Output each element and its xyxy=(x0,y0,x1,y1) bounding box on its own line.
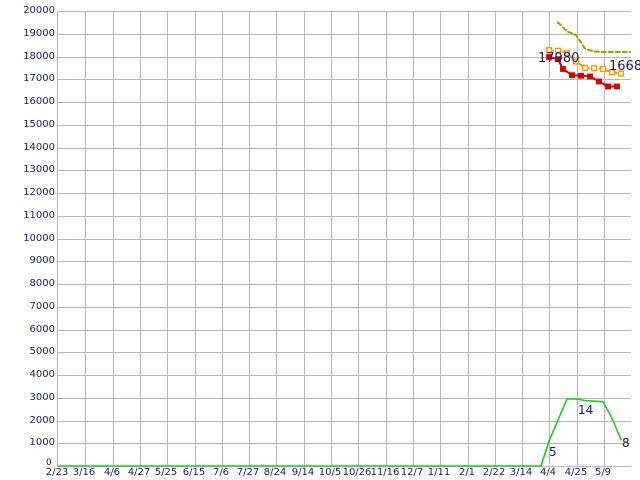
series-volume-green xyxy=(57,398,622,467)
gridline-x xyxy=(440,11,441,466)
gridline-y xyxy=(58,307,631,308)
data-label-volume-green: 14 xyxy=(578,403,594,417)
gridline-y xyxy=(58,239,631,240)
gridline-x xyxy=(358,11,359,466)
gridline-y xyxy=(58,375,631,376)
gridline-y xyxy=(58,193,631,194)
series-price-red xyxy=(546,54,620,90)
y-axis-zero-label: 0 xyxy=(46,458,52,468)
x-axis-tick-label: 7/6 xyxy=(212,467,230,478)
gridline-y xyxy=(58,148,631,149)
y-axis-tick-label: 1000 xyxy=(29,437,55,449)
gridline-y xyxy=(58,330,631,331)
gridline-y xyxy=(58,284,631,285)
x-axis-tick-label: 5/9 xyxy=(594,467,612,478)
data-label-volume-green: 5 xyxy=(549,445,557,459)
gridline-x xyxy=(495,11,496,466)
x-axis-labels: 2/23 3/16 4/6 4/27 5/25 6/15 7/6 7/27 8/24 9/14 10… xyxy=(0,468,640,480)
x-axis-tick-label: 1/11 xyxy=(427,467,451,478)
series-layer xyxy=(57,21,631,467)
gridline-y xyxy=(58,170,631,171)
x-axis-tick-label: 6/15 xyxy=(182,467,206,478)
gridline-x xyxy=(386,11,387,466)
data-label-price-red: 17980 xyxy=(538,51,580,66)
y-axis-tick-label: 19000 xyxy=(23,27,55,39)
y-axis-tick-label: 7000 xyxy=(29,300,55,312)
y-axis-tick-label: 17000 xyxy=(23,73,55,85)
gridline-x xyxy=(85,11,86,466)
x-axis-tick-label: 7/27 xyxy=(236,467,260,478)
y-axis-tick-label: 13000 xyxy=(23,164,55,176)
gridline-y xyxy=(58,216,631,217)
series-price-olive xyxy=(557,21,631,53)
gridline-y xyxy=(58,102,631,103)
gridline-x xyxy=(331,11,332,466)
gridline-y xyxy=(58,443,631,444)
y-axis-tick-label: 10000 xyxy=(23,232,55,244)
y-axis-tick-label: 20000 xyxy=(23,5,55,16)
gridline-x xyxy=(195,11,196,466)
y-axis-labels: 1000 2000 3000 4000 5000 6000 7000 8000 9000 1000… xyxy=(0,0,55,480)
gridline-y xyxy=(58,125,631,126)
gridline-y xyxy=(58,57,631,58)
x-axis-tick-label: 4/4 xyxy=(539,467,557,478)
x-axis-tick-label: 3/16 xyxy=(72,467,96,478)
y-axis-tick-label: 12000 xyxy=(23,187,55,198)
x-axis-tick-label: 2/22 xyxy=(482,467,506,478)
gridline-x xyxy=(249,11,250,466)
gridline-x xyxy=(113,11,114,466)
gridline-x xyxy=(604,11,605,466)
y-axis-tick-label: 18000 xyxy=(23,50,55,62)
gridline-x xyxy=(522,11,523,466)
data-label-volume-green: 8 xyxy=(622,436,630,450)
gridline-x xyxy=(413,11,414,466)
gridline-x xyxy=(468,11,469,466)
y-axis-tick-label: 5000 xyxy=(29,346,55,358)
gridline-x xyxy=(276,11,277,466)
plot-area xyxy=(57,11,631,467)
x-axis-tick-label: 3/14 xyxy=(509,467,533,478)
x-axis-tick-label: 4/27 xyxy=(127,467,151,478)
gridline-y xyxy=(58,79,631,80)
data-label-price-red: 16680 xyxy=(609,59,640,74)
y-axis-tick-label: 2000 xyxy=(29,414,55,426)
y-axis-tick-label: 14000 xyxy=(23,141,55,153)
gridline-x xyxy=(304,11,305,466)
gridline-y xyxy=(58,34,631,35)
y-axis-tick-label: 8000 xyxy=(29,278,55,289)
x-axis-tick-label: 10/5 xyxy=(318,467,342,478)
gridline-x xyxy=(549,11,550,466)
y-axis-tick-label: 15000 xyxy=(23,118,55,130)
x-axis-tick-label: 11/16 xyxy=(370,467,400,478)
gridline-x xyxy=(222,11,223,466)
gridline-y xyxy=(58,261,631,262)
gridline-y xyxy=(58,352,631,353)
x-axis-tick-label: 12/7 xyxy=(400,467,424,478)
x-axis-tick-label: 8/24 xyxy=(263,467,287,478)
y-axis-tick-label: 11000 xyxy=(23,209,55,221)
x-axis-tick-label: 4/25 xyxy=(564,467,588,478)
x-axis-tick-label: 2/23 xyxy=(45,467,69,478)
y-axis-tick-label: 4000 xyxy=(29,369,55,380)
x-axis-tick-label: 10/26 xyxy=(342,467,372,478)
gridline-y xyxy=(58,11,631,12)
x-axis-tick-label: 9/14 xyxy=(291,467,315,478)
series-price-orange xyxy=(545,47,625,77)
x-axis-tick-label: 2/1 xyxy=(458,467,476,478)
y-axis-tick-label: 3000 xyxy=(29,391,55,403)
gridline-y xyxy=(58,398,631,399)
gridline-x xyxy=(140,11,141,466)
gridline-y xyxy=(58,421,631,422)
x-axis-tick-label: 5/25 xyxy=(154,467,178,478)
gridline-x xyxy=(167,11,168,466)
y-axis-tick-label: 6000 xyxy=(29,323,55,335)
y-axis-tick-label: 9000 xyxy=(29,255,55,267)
x-axis-tick-label: 4/6 xyxy=(103,467,121,478)
gridline-x xyxy=(577,11,578,466)
y-axis-tick-label: 16000 xyxy=(23,96,55,107)
